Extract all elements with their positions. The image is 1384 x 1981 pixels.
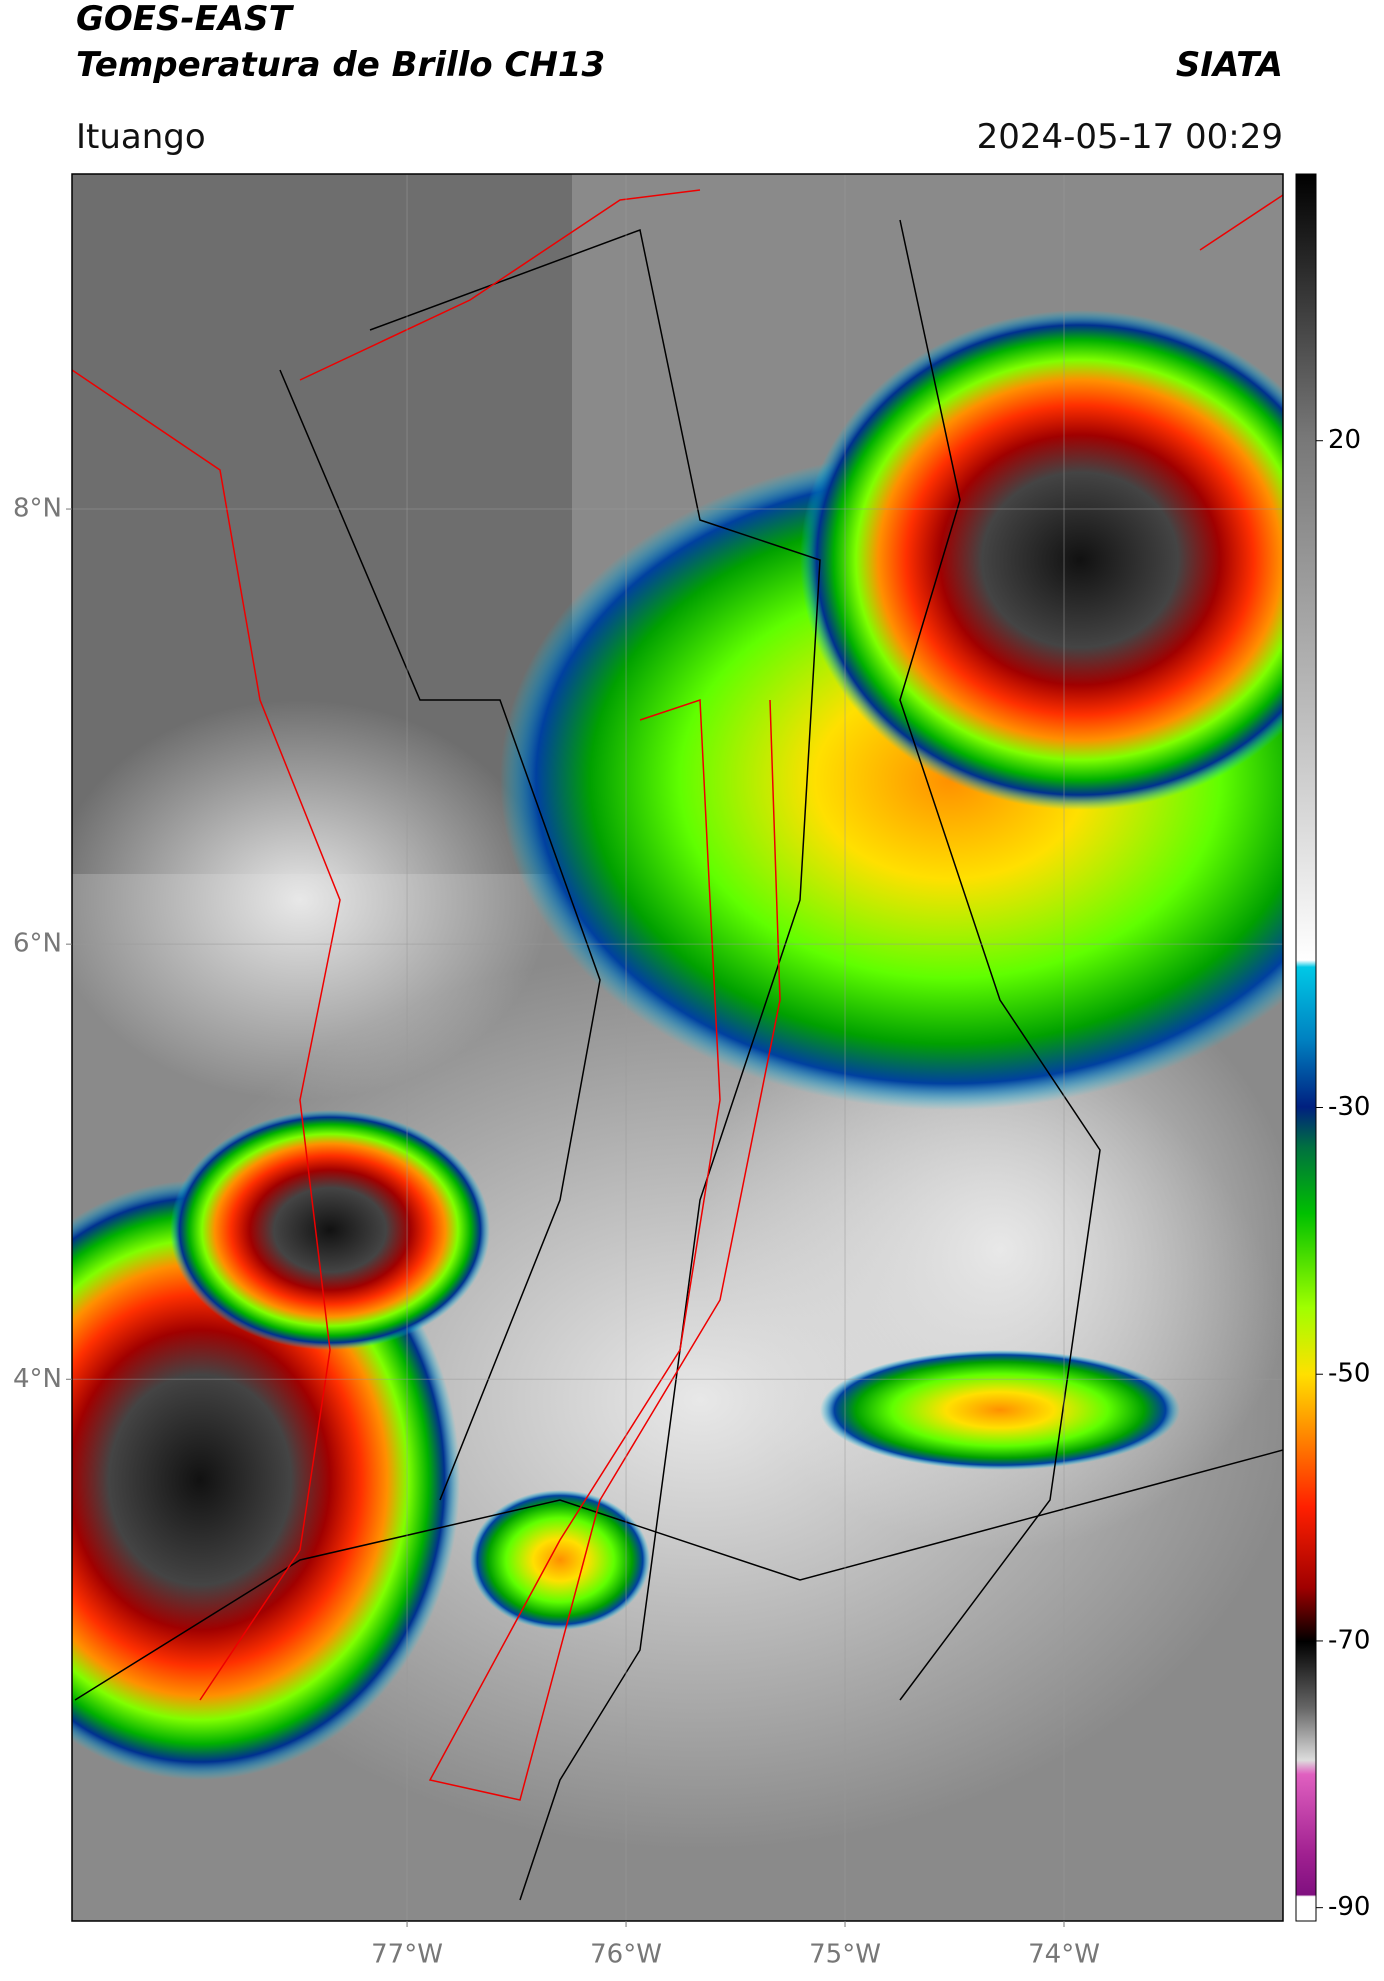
satellite: GOES-EAST bbox=[76, 0, 295, 39]
map-frame bbox=[71, 173, 1284, 1922]
x-tick-label: 74°W bbox=[1028, 1940, 1100, 1970]
x-tick-label: 76°W bbox=[590, 1940, 662, 1970]
colorbar-tick-label: -70 bbox=[1328, 1625, 1370, 1655]
colorbar-tick-label: -30 bbox=[1328, 1092, 1370, 1122]
colorbar-tick-label: -90 bbox=[1328, 1892, 1370, 1922]
colorbar bbox=[1295, 173, 1317, 1922]
y-tick-label: 4°N bbox=[13, 1364, 62, 1394]
colorbar-tick-label: -50 bbox=[1328, 1359, 1370, 1389]
y-tick-label: 8°N bbox=[13, 494, 62, 524]
x-tick-label: 77°W bbox=[371, 1940, 443, 1970]
grid bbox=[72, 174, 1283, 1921]
y-tick-label: 6°N bbox=[13, 929, 62, 959]
colorbar-tick-label: 20 bbox=[1328, 425, 1361, 455]
timestamp: 2024-05-17 00:29 bbox=[977, 117, 1283, 157]
product: Temperatura de Brillo CH13 bbox=[76, 45, 605, 85]
x-tick-label: 75°W bbox=[809, 1940, 881, 1970]
satellite-image bbox=[72, 174, 1283, 1921]
location: Ituango bbox=[76, 117, 206, 157]
agency: SIATA bbox=[1176, 45, 1283, 85]
